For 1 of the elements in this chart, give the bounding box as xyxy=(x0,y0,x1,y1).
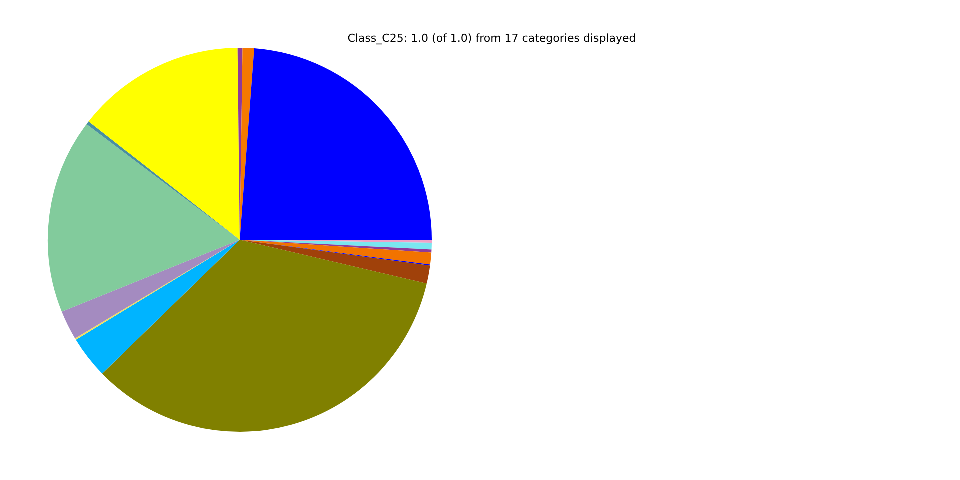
text: Class_C25: 1.0 (of 1.0) from 17 categories displayed xyxy=(346,32,638,45)
